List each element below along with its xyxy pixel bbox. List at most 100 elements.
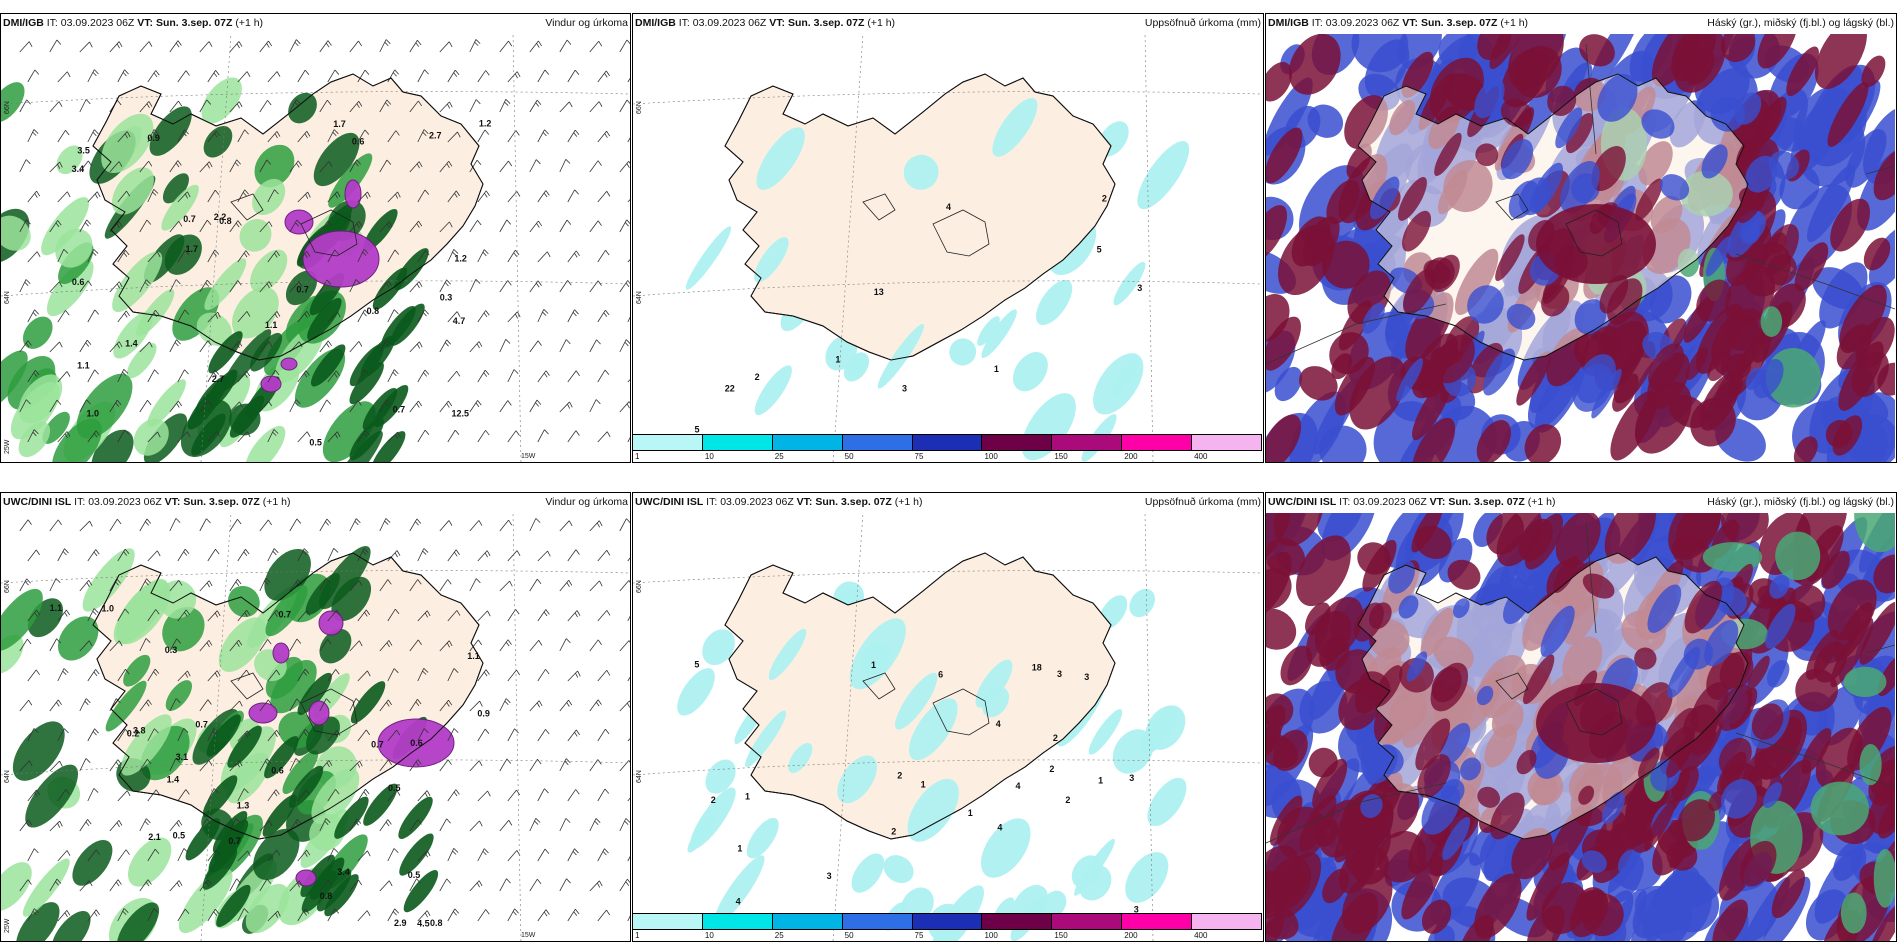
lat-label: 66N: [636, 101, 643, 114]
colorbar-tick-label: 150: [1054, 452, 1068, 461]
value-label: 3.8: [133, 726, 146, 736]
colorbar-swatch: [912, 435, 983, 450]
colorbar-swatch: [702, 914, 773, 929]
colorbar-ticks: 1 10 25 50 75 100 150 200 400: [633, 452, 1262, 462]
value-label: 4: [997, 822, 1002, 832]
panel-description: Vindur og úrkoma: [545, 496, 628, 508]
value-label: 1: [745, 791, 750, 801]
panel-description: Háský (gr.), miðský (fj.bl.) og lágský (…: [1707, 17, 1894, 29]
value-label: 0.7: [296, 284, 309, 294]
value-label: 2: [755, 372, 760, 382]
colorbar-swatch: [633, 435, 703, 450]
colorbar-swatch: [912, 914, 983, 929]
value-label: 1.4: [167, 774, 180, 784]
value-label: 0.2: [127, 729, 140, 739]
value-label: 0.5: [408, 870, 421, 880]
region-boundaries: [1266, 522, 1895, 844]
value-label: 0.7: [228, 836, 241, 846]
value-label: 18: [1032, 662, 1042, 672]
colorbar-tick-label: 200: [1124, 452, 1138, 461]
value-label: 2.7: [429, 130, 442, 140]
colorbar-tick-label: 200: [1124, 931, 1138, 940]
map-panel-top-accum: DMI/IGB IT: 03.09.2023 06Z VT: Sun. 3.se…: [632, 13, 1264, 463]
value-label: 2: [897, 771, 902, 781]
panel-header: DMI/IGB IT: 03.09.2023 06Z VT: Sun. 3.se…: [635, 17, 1261, 29]
value-label: 0.8: [219, 216, 232, 226]
value-label: 4.7: [453, 316, 466, 326]
map-panel-bottom-wind: UWC/DINI ISL IT: 03.09.2023 06Z VT: Sun.…: [0, 492, 631, 942]
value-label: 0.9: [477, 708, 490, 718]
value-label: 13: [874, 287, 884, 297]
value-label: 1.0: [101, 603, 114, 613]
accum-field: [754, 98, 1190, 461]
value-label: 1.7: [333, 119, 346, 129]
value-label: 3: [1137, 283, 1142, 293]
value-label: 1: [921, 779, 926, 789]
wind-barbs: [19, 518, 630, 922]
value-labels: 3 4 3 1 1 5 2 13 22 5 2: [694, 193, 1142, 434]
value-label: 3: [1134, 905, 1139, 915]
value-label: 4: [1016, 781, 1021, 791]
precip-colorbar: [633, 913, 1262, 930]
value-label: 1: [968, 808, 973, 818]
lat-label: 64N: [4, 291, 11, 304]
value-label: 0.8: [430, 918, 443, 928]
panel-header: DMI/IGB IT: 03.09.2023 06Z VT: Sun. 3.se…: [3, 17, 628, 29]
value-label: 4: [996, 719, 1001, 729]
lat-label: 66N: [636, 580, 643, 593]
colorbar-tick-label: 400: [1194, 452, 1208, 461]
map-panel-bottom-clouds: UWC/DINI ISL IT: 03.09.2023 06Z VT: Sun.…: [1265, 492, 1897, 942]
panel-description: Uppsöfnuð úrkoma (mm): [1144, 17, 1261, 29]
lat-label: 66N: [4, 101, 11, 114]
lon-label: 15W: [521, 932, 536, 939]
value-label: 1: [737, 843, 742, 853]
colorbar-swatch: [982, 914, 1053, 929]
value-label: 1.2: [454, 253, 467, 263]
value-label: 0.6: [72, 277, 85, 287]
region-boundaries: [1266, 43, 1895, 365]
value-label: 0.9: [147, 133, 160, 143]
value-label: 2.2: [214, 212, 227, 222]
graticule: [633, 513, 1262, 941]
lon-label: 25W: [4, 439, 11, 454]
value-label: 0.7: [183, 214, 196, 224]
colorbar-swatch: [1122, 435, 1192, 450]
panel-description: Háský (gr.), miðský (fj.bl.) og lágský (…: [1707, 496, 1894, 508]
value-label: 0.3: [440, 292, 453, 302]
value-label: 2: [1053, 733, 1058, 743]
panel-header: UWC/DINI ISL IT: 03.09.2023 06Z VT: Sun.…: [1268, 496, 1894, 508]
lat-label: 64N: [636, 770, 643, 783]
map-panel-top-clouds: DMI/IGB IT: 03.09.2023 06Z VT: Sun. 3.se…: [1265, 13, 1897, 463]
wind-barbs: [19, 39, 630, 443]
colorbar-swatch: [702, 435, 773, 450]
colorbar-tick-label: 1: [635, 931, 640, 940]
map-canvas: 66N64N25W15W0.80.31.00.90.80.71.10.60.70…: [1, 34, 630, 462]
colorbar-swatch: [1122, 914, 1192, 929]
value-label: 3: [1057, 669, 1062, 679]
value-label: 1.4: [125, 338, 138, 348]
colorbar-swatch: [633, 914, 703, 929]
map-canvas: 66N 64N 3 4 3 1 1 5 2 13 22 5 2: [633, 34, 1262, 462]
value-label: 0.7: [278, 610, 291, 620]
panel-header: UWC/DINI ISL IT: 03.09.2023 06Z VT: Sun.…: [635, 496, 1261, 508]
colorbar-tick-label: 10: [704, 452, 714, 461]
lat-label: 64N: [636, 291, 643, 304]
value-label: 6: [938, 670, 943, 680]
value-label: 2: [1065, 795, 1070, 805]
colorbar-swatch: [772, 914, 843, 929]
value-label: 5: [1097, 245, 1102, 255]
value-label: 1.3: [237, 800, 250, 810]
value-label: 0.7: [195, 720, 208, 730]
value-label: 5: [694, 660, 699, 670]
value-label: 0.7: [371, 740, 384, 750]
value-label: 1.2: [479, 118, 492, 128]
panel-description: Vindur og úrkoma: [545, 17, 628, 29]
precip-field: [1, 546, 455, 941]
value-label: 0.6: [271, 765, 284, 775]
map-panel-top-wind: DMI/IGB IT: 03.09.2023 06Z VT: Sun. 3.se…: [0, 13, 631, 463]
value-label: 4: [946, 202, 951, 212]
precip-colorbar: [633, 434, 1262, 451]
value-label: 22: [725, 383, 735, 393]
colorbar-swatch: [1052, 914, 1123, 929]
